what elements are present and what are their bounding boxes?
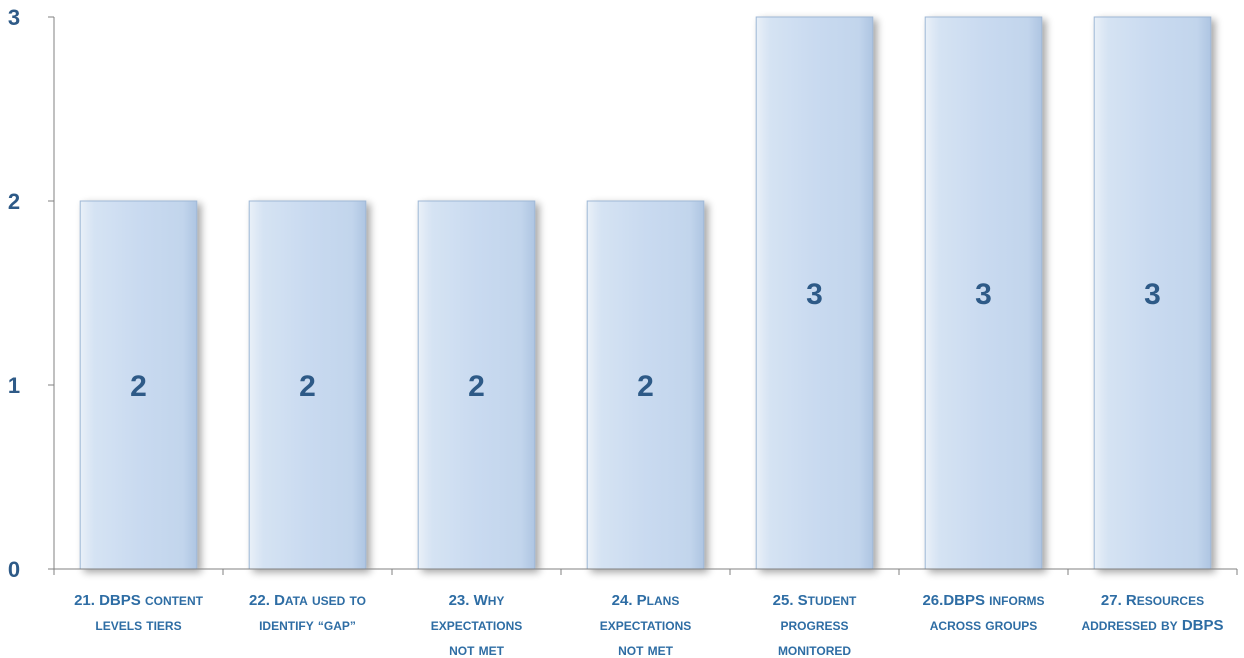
category-label-line: 21. DBPS CONTENT bbox=[74, 592, 204, 609]
category-label-fragment: ESOURCES bbox=[1137, 594, 1204, 608]
category-label-fragment: NOT bbox=[618, 644, 644, 658]
bar-5 bbox=[755, 16, 874, 570]
category-label-fragment: 22. D bbox=[249, 592, 285, 609]
bars-group bbox=[79, 16, 1212, 570]
category-label-line: NOT MET bbox=[618, 642, 674, 658]
category-label-fragment: GROUPS bbox=[985, 619, 1037, 633]
category-label-fragment: TO bbox=[349, 594, 365, 608]
category-label-fragment: 24. P bbox=[612, 592, 647, 609]
category-label-fragment: 26.DBPS bbox=[922, 592, 989, 609]
data-label-1: 2 bbox=[130, 370, 147, 403]
category-label-fragment: DBPS bbox=[1178, 617, 1224, 634]
category-label-4: 24. PLANS EXPECTATIONS NOT MET bbox=[600, 592, 692, 658]
category-label-fragment: ADDRESSED bbox=[1081, 619, 1157, 633]
category-label-line: 23. WHY bbox=[449, 592, 505, 609]
category-label-line: 22. DATA USED TO bbox=[249, 592, 366, 609]
category-label-line: MONITORED bbox=[778, 644, 851, 658]
category-label-fragment: USED bbox=[312, 594, 346, 608]
category-label-fragment: MET bbox=[648, 644, 674, 658]
category-label-fragment: MONITORED bbox=[778, 644, 851, 658]
bar-6 bbox=[924, 16, 1043, 570]
data-label-2: 2 bbox=[299, 370, 316, 403]
y-tick-label-2: 2 bbox=[8, 189, 20, 214]
category-label-fragment: 23. W bbox=[449, 592, 489, 609]
bar-3 bbox=[417, 200, 536, 570]
category-label-fragment: 27. R bbox=[1101, 592, 1137, 609]
category-label-1: 21. DBPS CONTENT LEVELS TIERS bbox=[74, 592, 204, 634]
category-label-fragment: IDENTIFY bbox=[259, 619, 314, 633]
category-label-5: 25. STUDENT PROGRESS MONITORED bbox=[773, 592, 857, 658]
bar-7 bbox=[1093, 16, 1212, 570]
data-label-3: 2 bbox=[468, 370, 485, 403]
data-label-5: 3 bbox=[806, 278, 823, 311]
category-label-line: ACROSS GROUPS bbox=[930, 617, 1038, 634]
category-label-line: 24. PLANS bbox=[612, 592, 680, 609]
category-label-fragment: “GAP” bbox=[318, 619, 356, 633]
data-label-4: 2 bbox=[637, 370, 654, 403]
category-label-fragment: 21. DBPS bbox=[74, 592, 145, 609]
category-label-line: EXPECTATIONS bbox=[600, 619, 692, 633]
category-label-7: 27. RESOURCES ADDRESSED BY DBPS bbox=[1081, 592, 1223, 634]
bar-1 bbox=[79, 200, 198, 570]
category-label-fragment: LANS bbox=[647, 594, 680, 608]
category-label-fragment: NOT bbox=[449, 644, 475, 658]
category-label-fragment: ACROSS bbox=[930, 619, 981, 633]
y-tick-label-3: 3 bbox=[8, 5, 20, 30]
category-label-line: ADDRESSED BY DBPS bbox=[1081, 617, 1223, 634]
bar-4 bbox=[586, 200, 705, 570]
category-label-fragment: MET bbox=[479, 644, 505, 658]
category-label-line: IDENTIFY “GAP” bbox=[259, 617, 356, 634]
category-label-line: PROGRESS bbox=[780, 619, 848, 633]
y-tick-label-0: 0 bbox=[8, 557, 20, 582]
category-label-line: EXPECTATIONS bbox=[431, 619, 523, 633]
category-label-3: 23. WHY EXPECTATIONS NOT MET bbox=[431, 592, 523, 658]
category-label-line: 26.DBPS INFORMS bbox=[922, 592, 1044, 609]
category-label-line: 25. STUDENT bbox=[773, 592, 857, 609]
category-label-line: 27. RESOURCES bbox=[1101, 592, 1204, 609]
category-label-fragment: LEVELS bbox=[95, 619, 142, 633]
data-labels-group: 2 2 2 2 3 3 3 bbox=[130, 278, 1161, 403]
data-label-6: 3 bbox=[975, 278, 992, 311]
data-label-7: 3 bbox=[1144, 278, 1161, 311]
axes-group bbox=[48, 16, 1238, 575]
category-label-fragment: TIERS bbox=[146, 619, 181, 633]
category-label-fragment: PROGRESS bbox=[780, 619, 848, 633]
category-label-fragment: ATA bbox=[285, 594, 308, 608]
category-label-6: 26.DBPS INFORMS ACROSS GROUPS bbox=[922, 592, 1044, 634]
category-label-fragment: HY bbox=[488, 594, 505, 608]
category-label-2: 22. DATA USED TO IDENTIFY “GAP” bbox=[249, 592, 366, 634]
category-label-line: NOT MET bbox=[449, 642, 505, 658]
category-label-fragment: BY bbox=[1161, 619, 1178, 633]
category-label-fragment: CONTENT bbox=[145, 594, 204, 608]
category-label-fragment: INFORMS bbox=[989, 594, 1044, 608]
category-label-fragment: TUDENT bbox=[808, 594, 857, 608]
category-label-fragment: 25. S bbox=[773, 592, 808, 609]
category-label-line: LEVELS TIERS bbox=[95, 617, 181, 634]
y-axis-ticks: 0 1 2 3 bbox=[8, 5, 20, 582]
y-tick-label-1: 1 bbox=[8, 373, 20, 398]
bar-2 bbox=[248, 200, 367, 570]
category-label-fragment: EXPECTATIONS bbox=[600, 619, 692, 633]
category-label-fragment: EXPECTATIONS bbox=[431, 619, 523, 633]
